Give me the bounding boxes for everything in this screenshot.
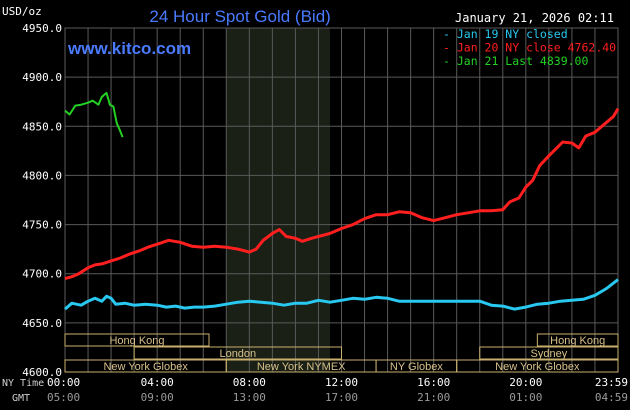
session-label: New York Globex [103, 361, 188, 373]
x-tick-label-gmt: 01:00 [509, 391, 542, 404]
session-label: New York Globex [495, 361, 580, 373]
y-tick-label: 4850.0 [22, 120, 62, 133]
y-tick-label: 4800.0 [22, 169, 62, 182]
watermark: www.kitco.com [67, 39, 191, 58]
x-tick-label-gmt: 13:00 [233, 391, 266, 404]
x-tick-label-gmt: 05:00 [47, 391, 80, 404]
y-tick-label: 4650.0 [22, 317, 62, 330]
ny-time-label: NY Time [2, 378, 44, 389]
gmt-label: GMT [12, 393, 30, 404]
x-tick-label-gmt: 04:59 [595, 391, 628, 404]
session-label: Hong Kong [550, 335, 605, 347]
legend-entry: - Jan 21 Last 4839.00 [443, 54, 588, 68]
session-label: Hong Kong [109, 335, 164, 347]
timestamp: January 21, 2026 02:11 [455, 11, 614, 25]
series-lines [64, 91, 620, 311]
y-tick-label: 4900.0 [22, 71, 62, 84]
x-tick-label-gmt: 17:00 [325, 391, 358, 404]
series-line [64, 278, 619, 311]
session-box [536, 333, 619, 347]
x-tick-label-ny: 00:00 [47, 376, 80, 389]
session-label: New York NYMEX [257, 361, 346, 373]
legend-entry: - Jan 20 NY close 4762.40 [443, 41, 616, 55]
y-tick-labels: 4950.0 4900.0 4850.0 4800.0 4750.0 4700.0 4650… [22, 22, 62, 379]
y-tick-label: 4600.0 [22, 366, 62, 379]
session-label: London [219, 348, 256, 360]
x-tick-label-ny: 12:00 [325, 376, 358, 389]
y-tick-label: 4700.0 [22, 268, 62, 281]
x-tick-labels: 00:00 04:00 08:00 12:00 16:00 20:00 23:59 05:00… [47, 376, 628, 404]
x-tick-label-gmt: 09:00 [141, 391, 174, 404]
legend-entry: - Jan 19 NY closed [443, 27, 568, 41]
chart-title: 24 Hour Spot Gold (Bid) [149, 7, 330, 26]
unit-label: USD/oz [2, 5, 42, 18]
x-tick-label-ny: 08:00 [233, 376, 266, 389]
series-line [64, 91, 124, 138]
series-line [64, 107, 620, 281]
session-label: NY Globex [390, 361, 443, 373]
session-label: Sydney [531, 348, 568, 360]
legend: - Jan 19 NY closed- Jan 20 NY close 4762… [443, 27, 616, 68]
session-box [479, 346, 619, 360]
session-box [64, 333, 210, 347]
y-tick-label: 4750.0 [22, 219, 62, 232]
x-tick-label-gmt: 21:00 [417, 391, 450, 404]
x-tick-label-ny: 16:00 [417, 376, 450, 389]
y-tick-label: 4950.0 [22, 22, 62, 35]
x-tick-label-ny: 04:00 [141, 376, 174, 389]
shaded-session-region [226, 28, 330, 372]
x-tick-label-ny: 23:59 [595, 376, 628, 389]
session-box [456, 359, 619, 373]
x-tick-label-ny: 20:00 [509, 376, 542, 389]
session-box [133, 346, 342, 360]
